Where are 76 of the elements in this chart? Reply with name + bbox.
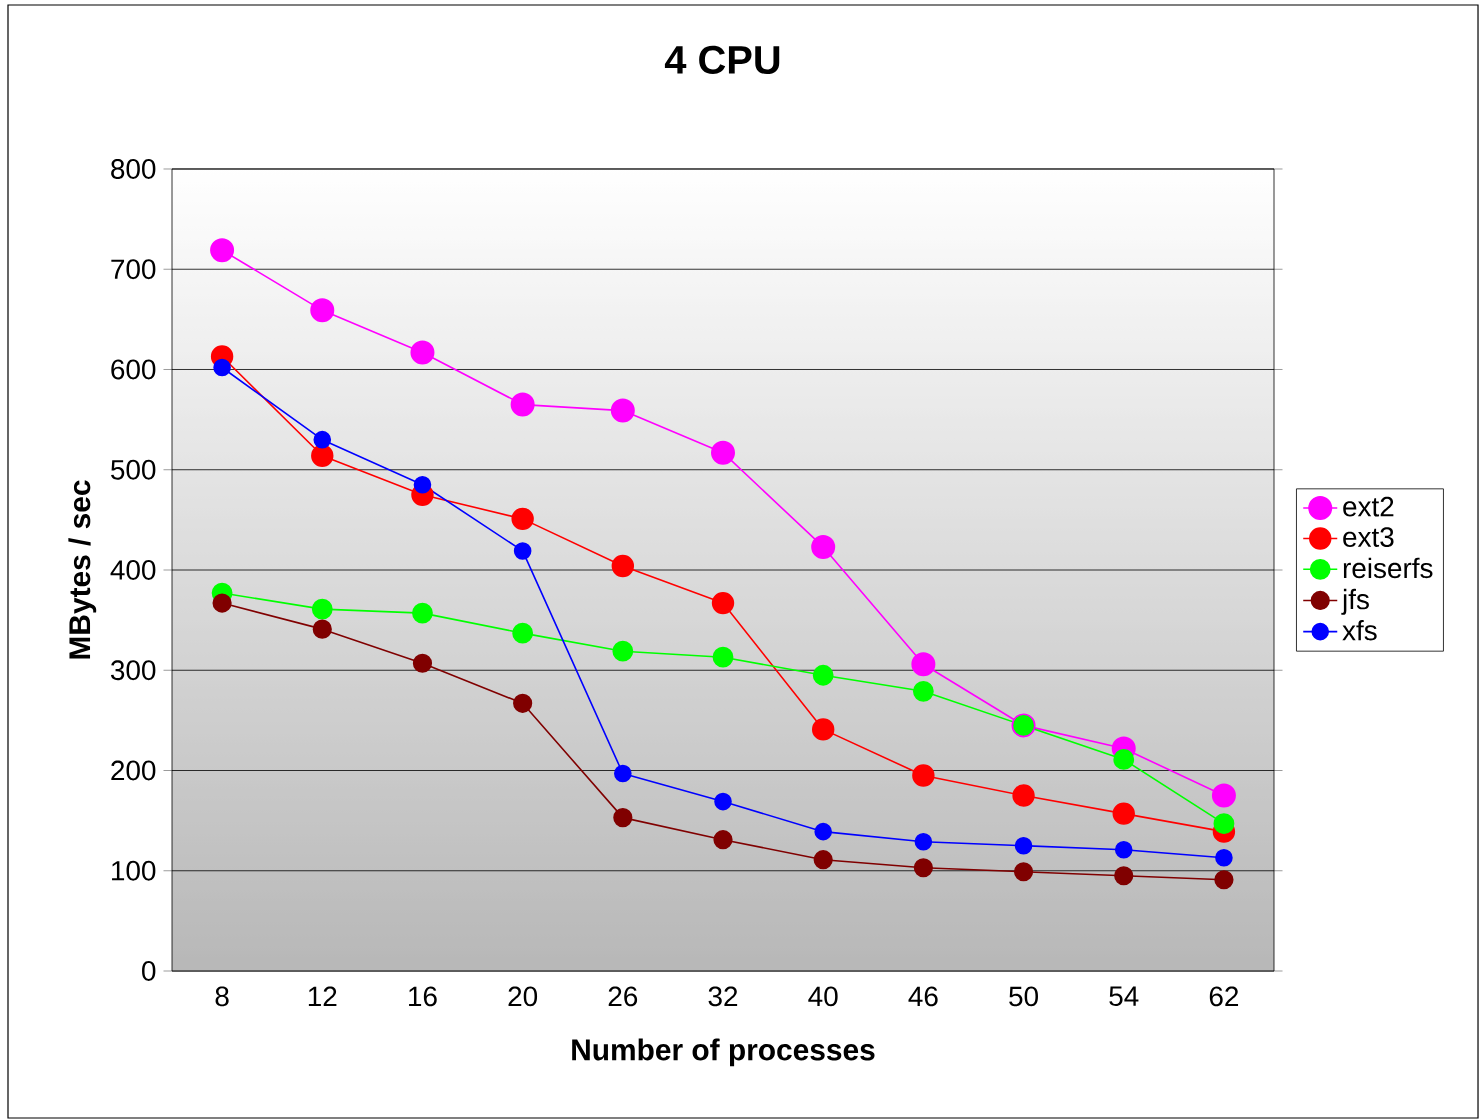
y-tick-label: 200 [111, 760, 156, 781]
point [912, 680, 934, 702]
y-tick-label: 300 [110, 660, 156, 681]
point [711, 591, 735, 615]
y-tick-label: 400 [110, 560, 156, 580]
point [310, 298, 335, 323]
x-tick-label: 32 [708, 986, 738, 1007]
point [413, 475, 432, 494]
legend-label: jfs [1341, 588, 1369, 615]
point [714, 792, 732, 811]
legend-label: ext3 [1343, 527, 1394, 547]
point [412, 602, 433, 624]
point [213, 358, 231, 377]
point [412, 653, 433, 673]
point [614, 764, 632, 783]
chart-title: 4 CPU [664, 45, 780, 74]
legend-label: xfs [1342, 620, 1377, 641]
point [711, 440, 735, 465]
point [1215, 848, 1233, 867]
point [312, 619, 332, 639]
point [610, 398, 635, 423]
x-tick-label: 8 [215, 986, 229, 1007]
point [513, 693, 533, 713]
x-tick-label: 12 [308, 986, 337, 1007]
point [311, 598, 333, 620]
y-tick-label: 700 [111, 259, 156, 280]
y-axis-title: MBytes / sec [68, 480, 97, 659]
point [712, 646, 734, 668]
point [911, 652, 936, 677]
x-tick-label: 62 [1209, 986, 1239, 1007]
point [1214, 870, 1234, 890]
point [811, 534, 836, 559]
point [311, 444, 334, 467]
y-tick-label: 0 [142, 961, 156, 981]
x-tick-label: 46 [908, 986, 938, 1007]
point [210, 238, 235, 263]
point [1113, 749, 1135, 770]
y-tick-label: 800 [111, 159, 156, 179]
point [1211, 783, 1236, 808]
point [813, 850, 833, 870]
point [510, 392, 535, 417]
point [913, 858, 933, 878]
point [811, 718, 835, 741]
x-tick-label: 50 [1009, 986, 1038, 1007]
legend-label: reiserfs [1343, 557, 1433, 579]
point [1013, 862, 1034, 882]
point [814, 822, 832, 841]
x-tick-label: 16 [409, 986, 437, 1007]
point [611, 554, 635, 578]
point [613, 808, 633, 828]
point [912, 764, 935, 787]
point [1014, 836, 1033, 855]
point [513, 542, 532, 560]
x-tick-label: 40 [808, 986, 838, 1007]
point [313, 430, 332, 449]
legend-label: ext2 [1343, 496, 1394, 517]
point [511, 507, 534, 531]
point [1112, 802, 1135, 825]
point [1114, 840, 1133, 859]
point [1114, 866, 1134, 886]
x-axis-title: Number of processes [572, 1038, 875, 1067]
point [1012, 784, 1035, 807]
point [410, 340, 435, 365]
point [512, 622, 534, 644]
y-tick-label: 600 [111, 359, 156, 380]
x-tick-label: 26 [608, 986, 638, 1007]
point [212, 593, 232, 613]
x-tick-label: 54 [1109, 986, 1139, 1007]
x-tick-label: 20 [508, 986, 538, 1007]
y-tick-label: 100 [112, 860, 156, 881]
point [914, 832, 933, 851]
point [612, 640, 634, 662]
point [1213, 813, 1235, 835]
y-tick-label: 500 [111, 459, 156, 480]
point [812, 664, 834, 686]
point [713, 830, 733, 850]
